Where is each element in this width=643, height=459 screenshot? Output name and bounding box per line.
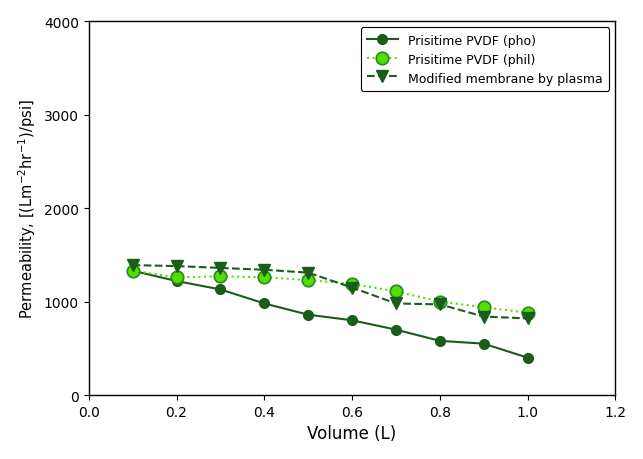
Prisitime PVDF (pho) [217,287,224,292]
Line: Prisitime PVDF (phil): Prisitime PVDF (phil) [127,265,534,319]
Prisitime PVDF (pho) [480,341,487,347]
Prisitime PVDF (phil) [260,275,268,280]
Prisitime PVDF (phil) [436,299,444,305]
Prisitime PVDF (phil) [304,278,312,283]
Prisitime PVDF (pho) [349,318,356,323]
Prisitime PVDF (pho) [436,338,444,344]
Y-axis label: Permeability, [(Lm$^{-2}$hr$^{-1}$)/psi]: Permeability, [(Lm$^{-2}$hr$^{-1}$)/psi] [17,99,39,318]
Prisitime PVDF (pho) [304,312,312,318]
Modified membrane by plasma [349,285,356,291]
Prisitime PVDF (phil) [217,274,224,280]
Modified membrane by plasma [523,316,531,321]
X-axis label: Volume (L): Volume (L) [307,425,397,442]
Legend: Prisitime PVDF (pho), Prisitime PVDF (phil), Modified membrane by plasma: Prisitime PVDF (pho), Prisitime PVDF (ph… [361,28,609,92]
Prisitime PVDF (pho) [392,327,400,333]
Prisitime PVDF (phil) [480,305,487,310]
Prisitime PVDF (pho) [129,269,136,274]
Prisitime PVDF (phil) [129,269,136,274]
Prisitime PVDF (phil) [349,281,356,287]
Modified membrane by plasma [217,266,224,271]
Prisitime PVDF (pho) [173,279,181,284]
Modified membrane by plasma [173,264,181,269]
Prisitime PVDF (phil) [523,310,531,316]
Line: Prisitime PVDF (pho): Prisitime PVDF (pho) [128,266,532,363]
Modified membrane by plasma [304,270,312,276]
Prisitime PVDF (pho) [260,301,268,307]
Prisitime PVDF (pho) [523,355,531,361]
Modified membrane by plasma [436,302,444,308]
Modified membrane by plasma [129,263,136,269]
Line: Modified membrane by plasma: Modified membrane by plasma [127,259,534,325]
Prisitime PVDF (phil) [173,275,181,280]
Modified membrane by plasma [260,268,268,273]
Modified membrane by plasma [480,314,487,319]
Prisitime PVDF (phil) [392,289,400,294]
Modified membrane by plasma [392,301,400,307]
